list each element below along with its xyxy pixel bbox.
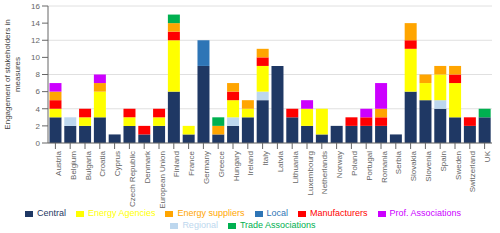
- html-text:Trade Associations: Trade Associations: [239, 220, 316, 230]
- svg-text:Austria: Austria: [54, 150, 63, 175]
- html-text:Energy suppliers: Energy suppliers: [177, 208, 245, 218]
- svg-text:12: 12: [31, 36, 40, 45]
- svg-text:Belgium: Belgium: [69, 151, 78, 180]
- svg-text:Netherlands: Netherlands: [320, 151, 329, 194]
- svg-text:Lithuania: Lithuania: [291, 150, 300, 183]
- svg-text:Luxembourg: Luxembourg: [306, 151, 315, 195]
- svg-text:10: 10: [31, 53, 40, 62]
- svg-text:Italy: Italy: [261, 151, 270, 166]
- svg-text:Ireland: Ireland: [246, 151, 255, 175]
- svg-text:2: 2: [36, 122, 41, 131]
- svg-text:16: 16: [31, 2, 40, 11]
- svg-text:Norway: Norway: [335, 151, 344, 178]
- svg-text:8: 8: [36, 70, 41, 79]
- svg-text:Hungary: Hungary: [232, 151, 241, 181]
- svg-text:Romania: Romania: [380, 150, 389, 183]
- svg-text:Czech Republic: Czech Republic: [128, 151, 137, 207]
- svg-text:Sweden: Sweden: [454, 151, 463, 180]
- svg-text:Denmark: Denmark: [143, 150, 152, 183]
- html-text:Energy Agencies: Energy Agencies: [87, 208, 156, 218]
- svg-text:4: 4: [36, 105, 41, 114]
- svg-text:Serbia: Serbia: [394, 150, 403, 174]
- svg-text:Engagement of stakeholders inm: Engagement of stakeholders inmeasures: [8, 19, 22, 129]
- svg-text:14: 14: [31, 19, 40, 28]
- html-text:Local: Local: [266, 208, 288, 218]
- svg-text:Slovenia: Slovenia: [424, 150, 433, 181]
- svg-text:Bulgaria: Bulgaria: [84, 150, 93, 180]
- svg-text:Germany: Germany: [202, 151, 211, 184]
- svg-text:Spain: Spain: [439, 151, 448, 171]
- svg-text:UK: UK: [483, 150, 492, 162]
- svg-text:France: France: [187, 150, 196, 175]
- html-text:Prof. Associations: Prof. Associations: [389, 208, 462, 218]
- svg-text:Greece: Greece: [217, 150, 226, 177]
- svg-text:Portugal: Portugal: [365, 151, 374, 181]
- html-text:Central: Central: [36, 208, 66, 218]
- svg-text:Slovakia: Slovakia: [409, 150, 418, 181]
- svg-text:European Union: European Union: [158, 151, 167, 209]
- svg-text:Poland: Poland: [350, 151, 359, 176]
- svg-text:Switzerland: Switzerland: [468, 151, 477, 192]
- svg-text:Finland: Finland: [172, 151, 181, 177]
- svg-text:Latvia: Latvia: [276, 150, 285, 172]
- svg-text:Cyprus: Cyprus: [113, 151, 122, 176]
- svg-text:6: 6: [36, 87, 41, 96]
- html-text:Manufacturers: Manufacturers: [310, 208, 368, 218]
- html-text:Regional: Regional: [182, 220, 218, 230]
- svg-text:Croatia: Croatia: [98, 150, 107, 176]
- svg-text:0: 0: [36, 139, 41, 148]
